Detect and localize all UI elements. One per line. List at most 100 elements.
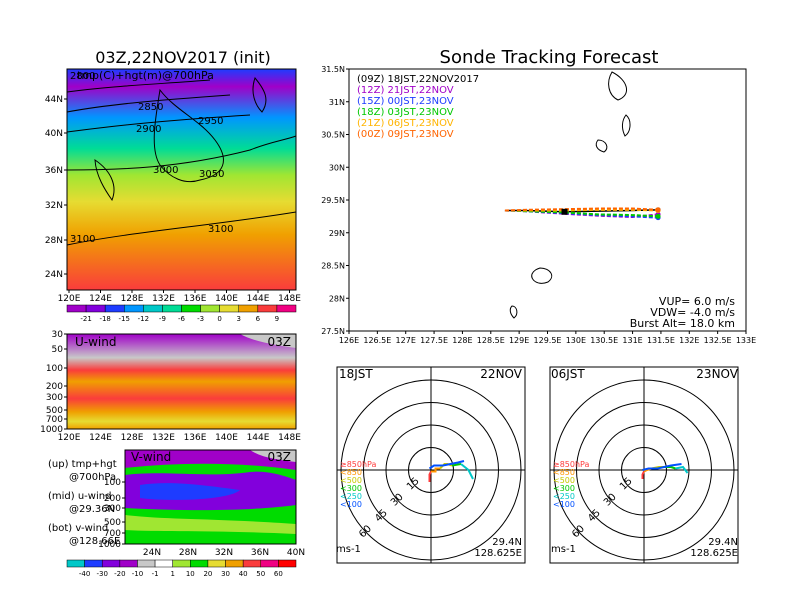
burst-marker <box>561 208 568 215</box>
legend-entry: (12Z) 21JST,22NOV <box>357 85 454 96</box>
lat-tick-label: 36N <box>45 166 63 176</box>
colorbar-swatch <box>238 304 259 313</box>
colorbar-swatch <box>219 304 240 313</box>
uwind-lon-axis: 120E 124E 128E 132E 136E 140E 144E 148E <box>58 433 302 443</box>
colorbar-label: -20 <box>114 570 125 578</box>
x-tick-label: 129E <box>509 336 529 345</box>
temperature-field <box>67 69 296 290</box>
vdw-text: VDW= -4.0 m/s <box>650 306 735 319</box>
p-tick-label: 300 <box>104 504 121 514</box>
hodo-level-label: ≥850hPa <box>340 460 377 469</box>
colorbar-swatch <box>137 559 156 568</box>
y-tick-label: 29N <box>329 229 345 238</box>
map-subtitle: tmp(C)+hgt(m)@700hPa <box>77 69 214 82</box>
colorbar-swatch <box>172 559 191 568</box>
p-tick-label: 200 <box>46 382 63 392</box>
hodo-lon: 128.625E <box>474 548 522 559</box>
legend-entry: (15Z) 00JST,23NOV <box>357 96 454 107</box>
x-tick-label: 132.5E <box>704 336 732 345</box>
legend-entry: (18Z) 03JST,23NOV <box>357 107 454 118</box>
p-tick-label: 500 <box>104 518 121 528</box>
hodo-trace <box>642 463 682 471</box>
colorbar-swatch <box>124 304 144 313</box>
vwind-lower-weak-region <box>125 515 296 534</box>
colorbar-swatch <box>66 304 87 313</box>
colorbar-label: -10 <box>132 570 143 578</box>
colorbar-swatch <box>104 304 125 313</box>
hodo-unit: ms-1 <box>336 544 361 555</box>
colorbar-swatch <box>66 559 85 568</box>
y-tick-label: 31N <box>329 98 345 107</box>
lat-tick-label: 24N <box>143 548 161 558</box>
colorbar-swatch <box>143 304 163 313</box>
colorbar-swatch <box>225 559 244 568</box>
lon-tick-label: 128E <box>121 433 144 443</box>
island-outline <box>509 305 518 319</box>
lon-tick-label: 128E <box>121 294 144 304</box>
x-tick-label: 128E <box>452 336 472 345</box>
map-lon-axis: 120E 124E 128E 132E 136E 140E 144E 148E <box>58 290 301 304</box>
hodo-trace <box>451 463 462 467</box>
uwind-weak-region <box>240 334 296 348</box>
legend-entry: (00Z) 09JST,23NOV <box>357 129 454 140</box>
p-tick-label: 700 <box>104 529 121 539</box>
lat-tick-label: 36N <box>251 548 269 558</box>
lon-tick-label: 144E <box>247 433 270 443</box>
x-tick-label: 127E <box>396 336 416 345</box>
colorbar-swatch <box>257 304 278 313</box>
lon-tick-label: 144E <box>247 294 270 304</box>
x-tick-label: 130E <box>566 336 586 345</box>
contour-label: 2800 <box>70 71 95 82</box>
tracking-lon-axis: 126E 126.5E 127E 127.5E 128E 128.5E 129E 129.5E… <box>339 331 756 345</box>
p-tick-label: 100 <box>104 478 121 488</box>
p-tick-label: 500 <box>46 406 63 416</box>
x-tick-label: 132E <box>679 336 699 345</box>
tracking-lat-axis: 27.5N 28N 28.5N 29N 29.5N 30N 30.5N 31N 31.5N <box>321 65 349 336</box>
y-tick-label: 29.5N <box>321 196 345 205</box>
colorbar-swatch <box>85 304 106 313</box>
tracking-panel: Sonde Tracking Forecast 27.5N 28N 28.5N 29N… <box>321 47 756 345</box>
uwind-time: 03Z <box>268 335 292 349</box>
hodo-level-label: ≥850hPa <box>553 460 590 469</box>
contour-label: 3100 <box>70 234 95 245</box>
y-tick-label: 30N <box>329 163 345 172</box>
colorbar-label: -3 <box>197 315 204 323</box>
y-tick-label: 28.5N <box>321 262 345 271</box>
vwind-weak-region <box>250 450 296 462</box>
x-tick-label: 133E <box>736 336 756 345</box>
p-tick-label: 700 <box>46 415 63 425</box>
track-series-line <box>504 209 659 219</box>
hodo-trace <box>428 460 465 470</box>
colorbar-label: 1 <box>170 570 174 578</box>
panel-notes: (up) tmp+hgt @700hPa (mid) u-wind @29.36… <box>48 459 120 547</box>
hodo-level-label: <500 <box>340 476 362 485</box>
track-series-line <box>504 209 659 213</box>
vwind-lat-axis: 24N 28N 32N 36N 40N <box>143 548 305 558</box>
y-tick-label: 28N <box>329 294 345 303</box>
p-tick-label: 50 <box>52 345 64 355</box>
hodo-trace <box>460 463 474 480</box>
hodo-level-label: <100 <box>553 500 575 509</box>
hodo-lat: 29.4N <box>492 537 522 548</box>
colorbar-label: 9 <box>275 315 279 323</box>
colorbar-label: 6 <box>256 315 261 323</box>
hodo-level-label: <300 <box>340 484 362 493</box>
hodo-date: 22NOV <box>480 367 522 381</box>
vup-text: VUP= 6.0 m/s <box>659 295 735 308</box>
hodo-trace <box>641 471 645 479</box>
colorbar-label: 50 <box>256 570 265 578</box>
note-line: @29.36N <box>69 504 115 515</box>
lon-tick-label: 132E <box>152 294 175 304</box>
colorbar-swatch <box>181 304 201 313</box>
p-tick-label: 200 <box>104 494 121 504</box>
lat-tick-label: 32N <box>215 548 233 558</box>
vwind-frame <box>124 449 297 545</box>
map-title: 03Z,22NOV2017 (init) <box>95 48 271 67</box>
colorbar-label: -21 <box>80 315 91 323</box>
contour-label: 3050 <box>199 169 224 180</box>
hodo-level-label: <500 <box>553 476 575 485</box>
